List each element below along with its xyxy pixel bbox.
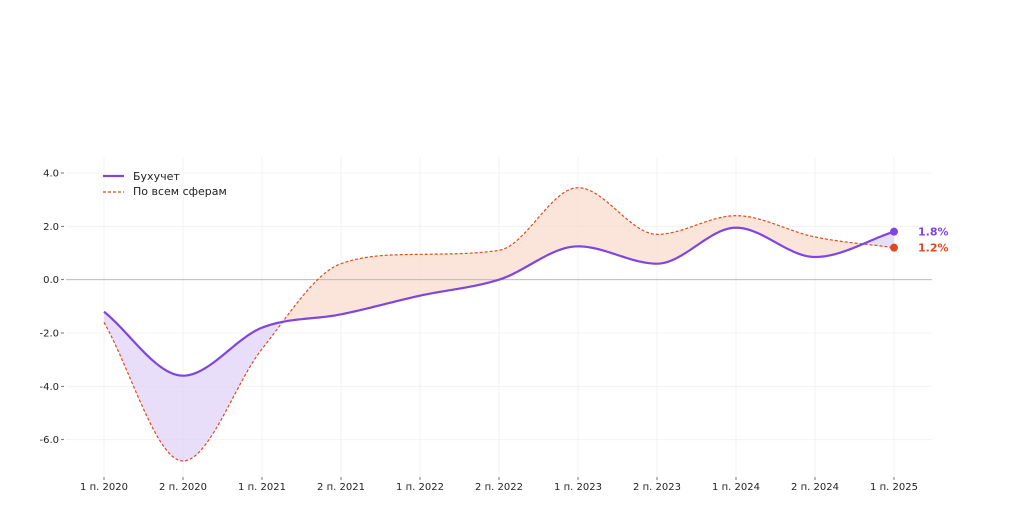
fill-region-below	[862, 231, 894, 248]
difference-fill	[104, 187, 894, 461]
y-tick-label: -2.0	[39, 329, 59, 340]
end-label-bukhuchet: 1.8%	[918, 226, 949, 239]
end-label-po-vsem-sferam: 1.2%	[918, 242, 949, 255]
x-tick-label: 2 п. 2020	[159, 482, 207, 493]
y-tick-label: 4.0	[43, 169, 59, 180]
fill-region-above	[282, 187, 863, 322]
x-tick-label: 1 п. 2020	[80, 482, 128, 493]
end-marker-po-vsem-sferam	[890, 243, 898, 252]
fill-region-below	[104, 311, 283, 461]
x-tick-label: 1 п. 2021	[238, 482, 286, 493]
x-tick-label: 1 п. 2024	[712, 482, 760, 493]
legend: Бухучет По всем сферам	[103, 170, 227, 198]
y-tick-label: 2.0	[43, 222, 59, 233]
end-marker-bukhuchet	[890, 227, 898, 236]
series-lines	[103, 187, 895, 462]
x-tick-label: 2 п. 2021	[317, 482, 365, 493]
y-tick-label: -4.0	[39, 382, 59, 393]
x-tick-label: 1 п. 2023	[554, 482, 602, 493]
series-line-bukhuchet	[103, 226, 895, 377]
x-tick-label: 1 п. 2022	[396, 482, 444, 493]
y-tick-label: 0.0	[43, 275, 59, 286]
end-markers: 1.8% 1.2%	[890, 226, 949, 255]
legend-label-po-vsem-sferam: По всем сферам	[133, 185, 227, 198]
series-line-po-vsem-sferam	[103, 187, 895, 462]
y-tick-label: -6.0	[39, 435, 59, 446]
axes: 4.0 2.0 0.0 -2.0 -4.0 -6.0 1 п. 2020 2 п. 2020 1…	[39, 169, 917, 494]
legend-label-bukhuchet: Бухучет	[133, 170, 180, 183]
x-tick-label: 2 п. 2022	[475, 482, 523, 493]
x-tick-label: 2 п. 2024	[791, 482, 839, 493]
x-tick-label: 2 п. 2023	[633, 482, 681, 493]
x-tick-label: 1 п. 2025	[870, 482, 918, 493]
